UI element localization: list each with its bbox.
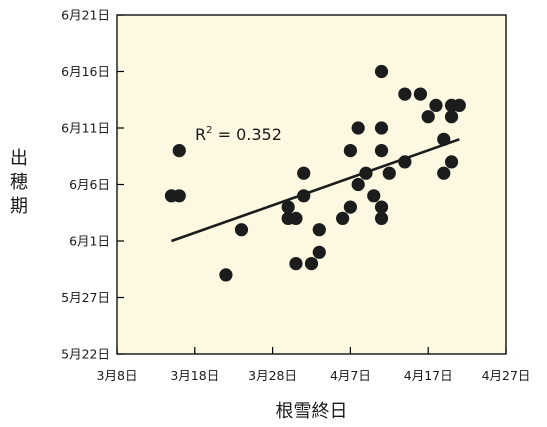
data-points-layer	[164, 64, 466, 282]
data-point	[351, 177, 365, 192]
data-point	[413, 87, 428, 101]
data-point	[172, 144, 186, 158]
axis-titles-layer: 根雪終日 出穂期	[10, 148, 348, 422]
data-point	[289, 257, 303, 271]
data-point	[444, 155, 459, 169]
data-point	[367, 189, 381, 203]
tick-labels-layer: 3月8日 3月18日 3月28日 4月7日 4月17日 4月27日 5月22日 5月27日 6月…	[61, 8, 530, 384]
data-point	[374, 144, 389, 158]
data-point	[374, 64, 389, 79]
y-tick-label: 5月22日	[61, 347, 110, 362]
data-point	[429, 98, 443, 112]
data-point	[374, 200, 389, 214]
data-point	[289, 211, 303, 225]
axes-layer	[116, 14, 507, 355]
plot-area	[116, 14, 507, 355]
data-point	[281, 200, 295, 214]
data-point	[444, 110, 459, 124]
data-point	[304, 257, 319, 271]
x-tick-label: 3月8日	[97, 368, 138, 383]
data-point	[374, 121, 389, 135]
data-point	[234, 223, 249, 237]
trend-line-layer	[171, 138, 460, 243]
y-tick-label: 5月27日	[61, 290, 110, 305]
data-point	[219, 268, 233, 282]
data-point	[421, 110, 435, 124]
data-point	[398, 155, 412, 169]
y-tick-label: 6月11日	[61, 121, 110, 136]
data-point	[343, 200, 357, 214]
x-axis-title: 根雪終日	[276, 401, 348, 422]
data-point	[297, 189, 311, 203]
annotation-layer: R2 = 0.352	[195, 125, 282, 144]
y-tick-label: 6月1日	[69, 234, 110, 249]
data-point	[297, 166, 311, 180]
data-point	[351, 121, 365, 135]
y-axis-title: 出穂期	[10, 148, 28, 217]
data-point	[452, 98, 466, 112]
data-point	[336, 211, 350, 225]
data-point	[374, 211, 389, 225]
y-tick-label: 6月16日	[61, 64, 110, 79]
x-tick-label: 3月18日	[170, 368, 219, 383]
data-point	[437, 166, 451, 180]
y-tick-label: 6月6日	[69, 177, 110, 192]
data-point	[343, 144, 357, 158]
x-tick-label: 3月28日	[248, 368, 297, 383]
data-point	[312, 223, 326, 237]
trend-line	[171, 138, 460, 243]
data-point	[312, 245, 326, 259]
x-tick-label: 4月7日	[330, 368, 371, 383]
x-tick-label: 4月27日	[482, 368, 531, 383]
r-squared-annotation: R2 = 0.352	[195, 125, 282, 144]
data-point	[359, 166, 373, 180]
data-point	[437, 132, 451, 146]
data-point	[382, 166, 396, 180]
y-tick-label: 6月21日	[61, 8, 110, 23]
data-point	[398, 87, 412, 101]
data-point	[172, 189, 186, 203]
x-tick-label: 4月17日	[404, 368, 453, 383]
